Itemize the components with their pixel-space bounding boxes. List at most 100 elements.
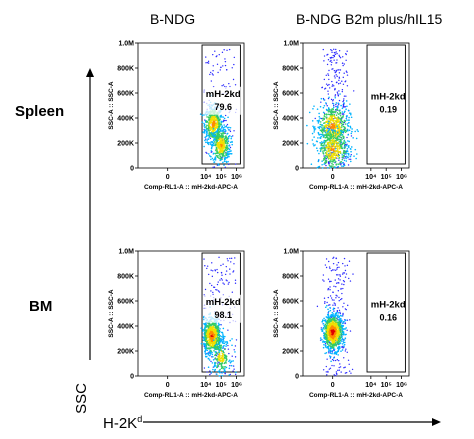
event-dot — [345, 115, 348, 117]
event-dot — [221, 126, 223, 128]
event-dot — [327, 371, 329, 373]
event-dot — [328, 352, 330, 354]
event-dot — [345, 327, 347, 329]
plot-bm-b-ndg: 0 200K 400K 600K 800K 1.0M 0 10⁴ 10⁵ 10⁶ Comp-RL1-… — [108, 246, 248, 399]
event-dot — [347, 124, 349, 127]
event-dot — [327, 310, 330, 313]
event-dot — [211, 362, 214, 364]
event-dot — [327, 59, 330, 61]
event-dot — [213, 161, 215, 163]
event-dot — [337, 69, 339, 71]
event-dot — [232, 365, 235, 367]
event-dot — [222, 334, 224, 337]
event-dot — [342, 113, 344, 115]
event-dot — [331, 100, 334, 102]
event-dot — [206, 349, 209, 352]
event-dot — [204, 355, 207, 358]
event-dot — [346, 119, 348, 121]
event-dot — [341, 138, 343, 141]
event-dot — [329, 329, 331, 331]
event-dot — [231, 338, 233, 340]
event-dot — [329, 141, 332, 143]
event-dot — [342, 332, 345, 335]
event-dot — [342, 114, 345, 117]
event-dot — [319, 121, 322, 123]
event-dot — [211, 141, 214, 143]
event-dot — [204, 350, 206, 353]
event-dot — [338, 99, 341, 102]
event-dot — [340, 324, 343, 327]
event-dot — [208, 133, 211, 135]
event-dot — [229, 130, 232, 133]
event-dot — [340, 132, 343, 135]
event-dot — [341, 343, 344, 345]
event-dot — [319, 147, 322, 150]
event-dot — [232, 78, 235, 81]
event-dot — [344, 141, 347, 144]
event-dot — [325, 116, 328, 118]
event-dot — [334, 160, 337, 163]
event-dot — [224, 64, 227, 67]
y-tick-label: 200K — [117, 349, 134, 356]
event-dot — [218, 131, 221, 133]
event-dot — [206, 120, 209, 123]
event-dot — [217, 137, 220, 140]
event-dot — [221, 347, 224, 349]
event-dot — [339, 118, 342, 121]
event-dot — [339, 144, 342, 146]
event-dot — [223, 344, 225, 347]
event-dot — [336, 147, 338, 150]
event-dot — [321, 338, 323, 341]
event-dot — [326, 133, 328, 135]
y-axis-title: SSC-A :: SSC-A — [108, 289, 115, 337]
event-dot — [209, 129, 212, 131]
event-dot — [341, 142, 344, 145]
event-dot — [203, 343, 205, 345]
event-dot — [336, 59, 338, 61]
event-dot — [205, 62, 207, 64]
event-dot — [335, 51, 337, 53]
event-dot — [224, 60, 227, 63]
event-dot — [218, 291, 221, 293]
event-dot — [329, 286, 331, 288]
event-dot — [332, 129, 335, 131]
event-dot — [235, 371, 237, 374]
y-tick-label: 1.0M — [283, 249, 299, 256]
x-tick-label: 10⁴ — [365, 174, 377, 181]
event-dot — [346, 329, 348, 331]
event-dot — [328, 349, 330, 351]
event-dot — [326, 118, 328, 120]
event-dot — [337, 369, 339, 372]
event-dot — [341, 158, 344, 161]
event-dot — [346, 136, 348, 139]
event-dot — [227, 128, 230, 131]
event-dot — [334, 156, 337, 159]
event-dot — [337, 339, 340, 341]
event-dot — [349, 103, 351, 105]
event-dot — [229, 141, 232, 144]
event-dot — [323, 55, 326, 57]
event-dot — [337, 121, 340, 123]
event-dot — [213, 327, 215, 329]
event-dot — [225, 160, 227, 163]
event-dot — [212, 136, 214, 139]
event-dot — [208, 141, 210, 144]
event-dot — [332, 152, 335, 154]
event-dot — [329, 347, 332, 350]
event-dot — [329, 289, 331, 291]
y-tick-label: 0 — [295, 374, 299, 381]
event-dot — [319, 141, 321, 144]
event-dot — [347, 109, 350, 112]
event-dot — [334, 166, 337, 169]
event-dot — [224, 166, 227, 169]
event-dot — [336, 108, 339, 111]
event-dot — [342, 121, 345, 124]
event-dot — [322, 117, 324, 120]
event-dot — [214, 149, 217, 151]
event-dot — [325, 157, 328, 160]
event-dot — [326, 341, 328, 343]
event-dot — [212, 339, 215, 342]
event-dot — [217, 353, 219, 355]
y-axis-title: SSC-A :: SSC-A — [273, 81, 280, 129]
event-dot — [323, 60, 325, 62]
